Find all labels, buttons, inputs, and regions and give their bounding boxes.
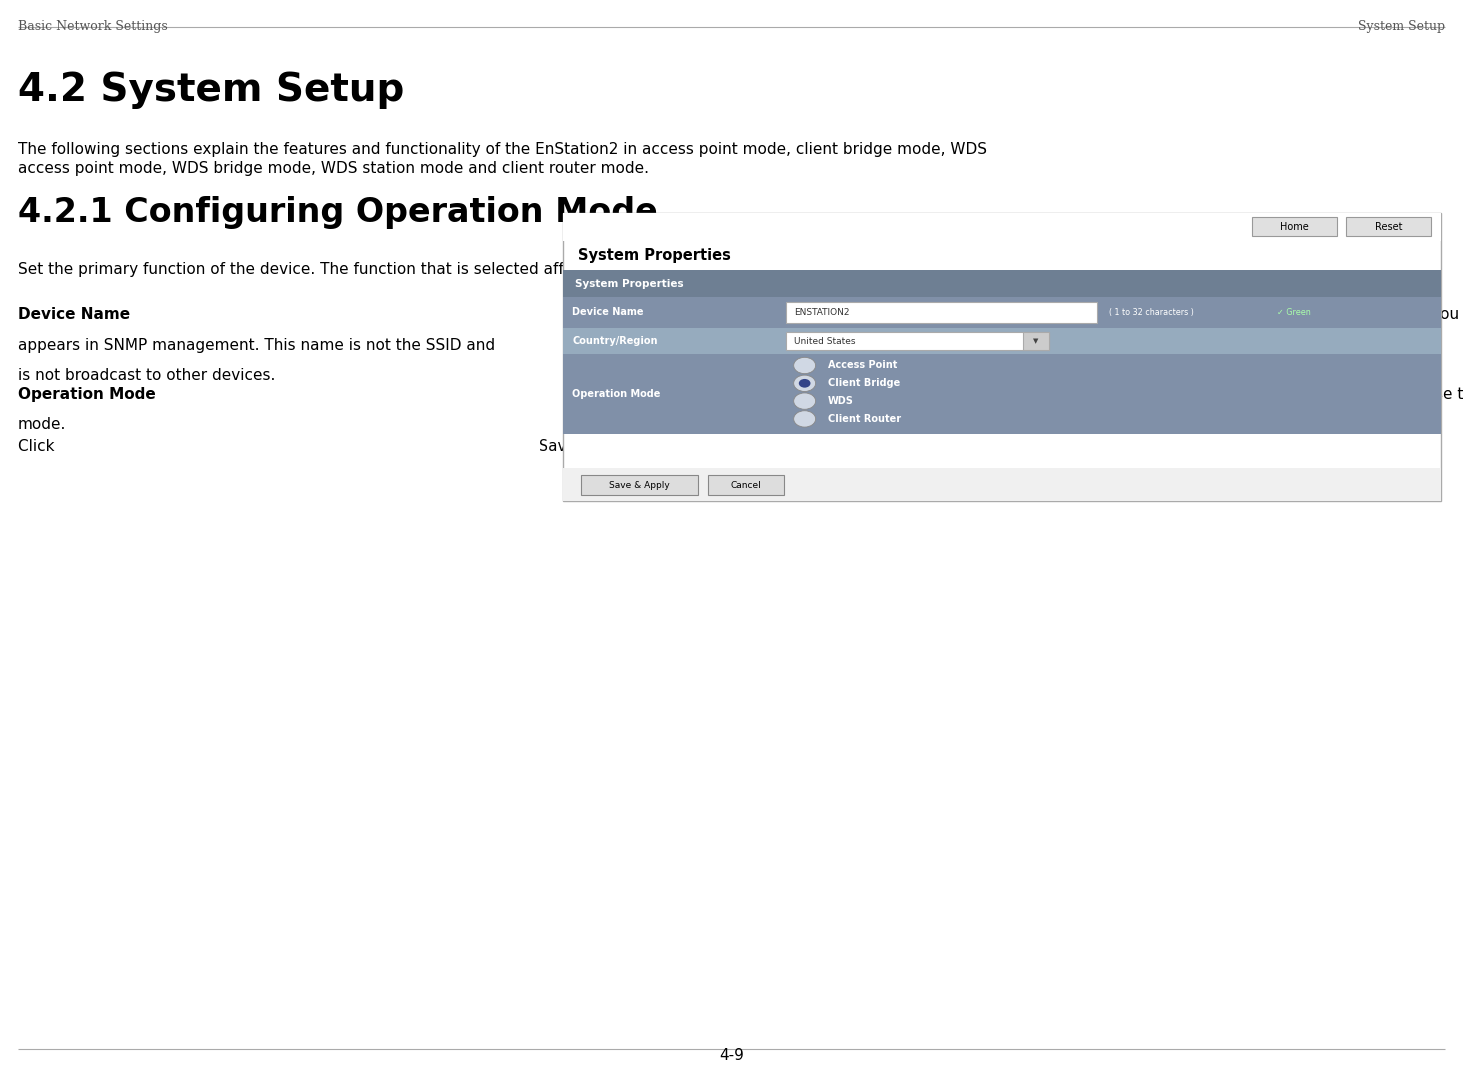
Circle shape xyxy=(794,375,816,391)
Bar xyxy=(563,213,1441,241)
Bar xyxy=(708,475,784,496)
Bar xyxy=(786,302,1097,323)
Text: Country/Region: Country/Region xyxy=(572,336,657,346)
Text: Device Name: Device Name xyxy=(18,307,130,323)
Text: Cancel: Cancel xyxy=(730,481,762,489)
Text: appears in SNMP management. This name is not the SSID and: appears in SNMP management. This name is… xyxy=(18,338,494,353)
Text: ( 1 to 32 characters ): ( 1 to 32 characters ) xyxy=(1109,307,1194,317)
Bar xyxy=(563,298,1441,328)
Text: Operation Mode: Operation Mode xyxy=(18,387,155,402)
Text: WDS: WDS xyxy=(828,396,854,407)
Circle shape xyxy=(799,379,811,388)
Text: System Setup: System Setup xyxy=(1358,20,1445,33)
Text: Operation Mode: Operation Mode xyxy=(572,389,660,399)
Bar xyxy=(1346,218,1431,237)
Text: Device Name: Device Name xyxy=(572,307,644,317)
Text: The following sections explain the features and functionality of the EnStation2 : The following sections explain the featu… xyxy=(18,142,986,177)
Text: 4-9: 4-9 xyxy=(718,1047,745,1063)
Text: United States: United States xyxy=(794,337,856,346)
Text: Enter a name for the device. The name you type: Enter a name for the device. The name yo… xyxy=(1115,307,1463,323)
Text: 4.2.1 Configuring Operation Mode: 4.2.1 Configuring Operation Mode xyxy=(18,196,657,229)
Text: System Properties: System Properties xyxy=(578,249,730,264)
Bar xyxy=(563,328,1441,354)
Circle shape xyxy=(794,411,816,427)
Bar xyxy=(563,270,1441,298)
Text: Use the radio button to select an operating: Use the radio button to select an operat… xyxy=(1415,387,1463,402)
Circle shape xyxy=(794,358,816,374)
Circle shape xyxy=(794,392,816,409)
Text: Home: Home xyxy=(1280,222,1309,232)
Bar xyxy=(563,469,1441,501)
Text: Client Bridge: Client Bridge xyxy=(828,378,900,388)
Bar xyxy=(563,354,1441,434)
Bar xyxy=(786,332,1049,350)
Text: Access Point: Access Point xyxy=(828,361,897,371)
Bar xyxy=(563,213,1441,501)
Text: Save & Apply: Save & Apply xyxy=(609,481,670,489)
Text: Reset: Reset xyxy=(1375,222,1402,232)
Text: Client Router: Client Router xyxy=(828,414,901,424)
Text: Basic Network Settings: Basic Network Settings xyxy=(18,20,167,33)
Bar xyxy=(581,475,698,496)
Bar xyxy=(1023,332,1049,350)
Text: System Properties: System Properties xyxy=(575,279,683,289)
Text: Click: Click xyxy=(18,439,59,455)
Text: mode.: mode. xyxy=(18,417,66,433)
Text: Save & Apply: Save & Apply xyxy=(538,439,648,455)
Text: is not broadcast to other devices.: is not broadcast to other devices. xyxy=(18,368,275,384)
Text: ▼: ▼ xyxy=(1033,338,1039,344)
Text: ✓ Green: ✓ Green xyxy=(1277,307,1311,317)
Text: ENSTATION2: ENSTATION2 xyxy=(794,307,850,317)
Bar xyxy=(1252,218,1337,237)
Text: 4.2 System Setup: 4.2 System Setup xyxy=(18,71,404,109)
Text: Set the primary function of the device. The function that is selected affects wh: Set the primary function of the device. … xyxy=(18,262,941,277)
